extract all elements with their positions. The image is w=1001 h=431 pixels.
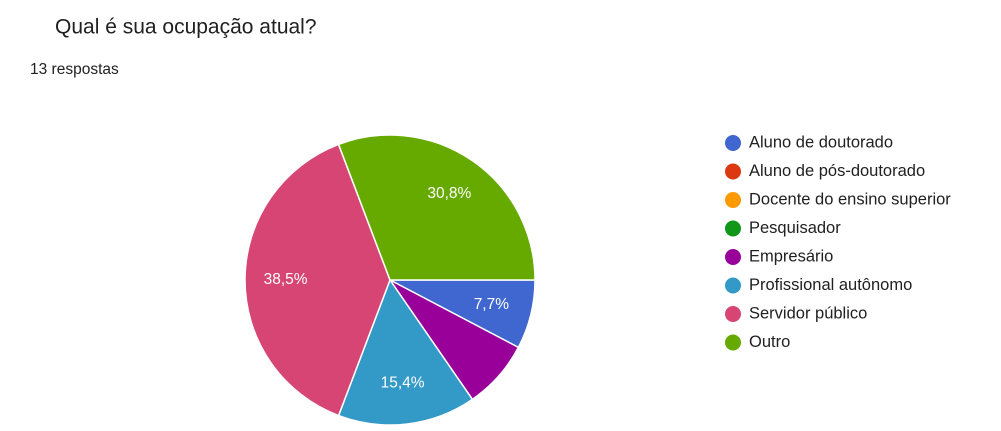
- chart-title: Qual é sua ocupação atual?: [55, 16, 317, 39]
- legend-label: Profissional autônomo: [749, 276, 912, 294]
- legend-swatch: [725, 163, 741, 180]
- legend-label: Aluno de doutorado: [749, 133, 893, 151]
- slice-label: 15,4%: [381, 375, 425, 392]
- legend-label: Outro: [749, 333, 790, 351]
- legend-label: Servidor público: [749, 304, 867, 322]
- slice-label: 38,5%: [264, 271, 308, 288]
- pie-slice: [337, 278, 474, 426]
- legend-swatch: [725, 220, 741, 237]
- legend-swatch: [725, 334, 741, 351]
- legend-label: Pesquisador: [749, 219, 841, 237]
- legend-swatch: [725, 249, 741, 265]
- slice-label: 30,8%: [427, 185, 471, 202]
- pie-slice: [244, 143, 391, 417]
- legend-label: Docente do ensino superior: [749, 190, 951, 208]
- slice-label: 7,7%: [474, 296, 510, 313]
- legend-label: Aluno de pós-doutorado: [749, 162, 925, 180]
- legend-swatch: [725, 192, 741, 208]
- legend-swatch: [725, 277, 741, 294]
- legend-swatch: [725, 135, 741, 151]
- legend-swatch: [725, 306, 741, 322]
- legend-label: Empresário: [749, 247, 833, 265]
- pie-slice: [337, 134, 536, 281]
- response-count: 13 respostas: [30, 61, 119, 78]
